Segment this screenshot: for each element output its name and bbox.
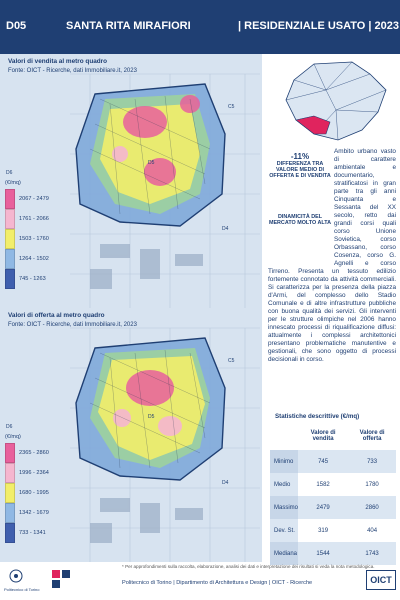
district-name: SANTA RITA MIRAFIORI: [66, 20, 191, 32]
description-text: Ambito urbano vasto di caratte­re ambien…: [268, 148, 396, 363]
legend-swatch: [5, 189, 15, 209]
polito-name: Politecnico di Torino: [4, 587, 40, 592]
district-description: Ambito urbano vasto di caratte­re ambien…: [268, 148, 396, 364]
legend-swatch: [5, 249, 15, 269]
legend-item: 1996 - 2364: [5, 463, 73, 483]
offer-value: 404: [367, 527, 378, 534]
table-row: Dev. St. 319 404: [270, 519, 396, 542]
legend-swatch: [5, 443, 15, 463]
district-code: D05: [6, 20, 27, 32]
legend-label: 1264 - 1502: [19, 256, 49, 262]
offer-heatmap: [0, 308, 262, 562]
dad-logo: [52, 570, 70, 588]
oict-logo: OICT: [366, 570, 396, 590]
offer-value: 1743: [348, 542, 396, 565]
sale-value: 745: [298, 450, 349, 473]
legend-swatch: [5, 269, 15, 289]
legend-label: 1342 - 1679: [19, 510, 49, 516]
legend-item: 1264 - 1502: [5, 249, 73, 269]
table-header-sale: Valore di vendita: [310, 430, 336, 442]
legend-label: 1680 - 1995: [19, 490, 49, 496]
sale-heatmap: [0, 54, 262, 308]
legend-unit: (€/mq): [5, 180, 21, 186]
zone-tag: D6: [6, 170, 13, 176]
table-row: Medio 1582 1780: [270, 473, 396, 496]
table-header-row: Valore di vendita Valore di offerta: [270, 422, 396, 450]
legend: (€/mq) 2067 - 2479 1761 - 2066 1503 - 17…: [5, 180, 73, 289]
footer-note: * Per approfondimenti sulla raccolta, el…: [122, 564, 375, 569]
difference-percent: -11%: [290, 152, 310, 161]
offer-value-map: Valori di offerta al metro quadro Fonte:…: [0, 308, 262, 562]
legend-swatch: [5, 209, 15, 229]
zone-tag: D4: [222, 226, 229, 232]
legend-label: 745 - 1263: [19, 276, 46, 282]
difference-label: DIFFERENZA TRA VALORE MEDIO DI OFFERTA E…: [269, 161, 331, 179]
sale-value: 319: [318, 527, 329, 534]
legend-swatch: [5, 483, 15, 503]
polito-logo: [9, 569, 23, 583]
legend-item: 1761 - 2066: [5, 209, 73, 229]
legend-label: 733 - 1341: [19, 530, 46, 536]
market-dynamics: DINAMICITÀ DEL MERCATO MOLTO ALTA: [268, 214, 332, 226]
table-header-empty: [270, 422, 298, 450]
sale-value: 1544: [298, 542, 349, 565]
map-source: Fonte: OICT - Ricerche, dati Immobiliare…: [8, 68, 137, 74]
offer-value: 1780: [365, 481, 379, 488]
zone-tag: D4: [222, 480, 229, 486]
legend-swatch: [5, 229, 15, 249]
page-header: D05 SANTA RITA MIRAFIORI | RESIDENZIALE …: [0, 0, 400, 54]
legend-label: 2365 - 2860: [19, 450, 49, 456]
legend-item: 2067 - 2479: [5, 189, 73, 209]
map-title: Valori di vendita al metro quadro: [8, 58, 108, 65]
legend-item: 1680 - 1995: [5, 483, 73, 503]
zone-tag: C5: [228, 358, 235, 364]
legend-label: 2067 - 2479: [19, 196, 49, 202]
legend-label: 1503 - 1760: [19, 236, 49, 242]
report-type: | RESIDENZIALE USATO | 2023: [238, 20, 400, 32]
table-row: Mediana 1544 1743: [270, 542, 396, 565]
legend-label: 1761 - 2066: [19, 216, 49, 222]
sale-value-map: Valori di vendita al metro quadro Fonte:…: [0, 54, 262, 308]
legend-item: 1503 - 1760: [5, 229, 73, 249]
row-label: Mediana: [270, 542, 299, 565]
row-label: Minimo: [270, 450, 299, 473]
map-title: Valori di offerta al metro quadro: [8, 312, 105, 319]
legend-swatch: [5, 463, 15, 483]
offer-value: 2860: [348, 496, 396, 519]
zone-tag: C5: [228, 104, 235, 110]
zone-tag: D5: [148, 414, 155, 420]
legend: (€/mq) 2365 - 2860 1996 - 2364 1680 - 19…: [5, 434, 73, 543]
stats-table: Valore di vendita Valore di offerta Mini…: [270, 422, 396, 565]
legend-item: 745 - 1263: [5, 269, 73, 289]
city-locator-map: [285, 61, 387, 141]
row-label: Massimo: [270, 496, 299, 519]
map-source: Fonte: OICT - Ricerche, dati Immobiliare…: [8, 322, 137, 328]
table-row: Minimo 745 733: [270, 450, 396, 473]
price-difference: -11% DIFFERENZA TRA VALORE MEDIO DI OFFE…: [268, 152, 332, 179]
zone-tag: D5: [148, 160, 155, 166]
legend-label: 1996 - 2364: [19, 470, 49, 476]
offer-value: 733: [348, 450, 396, 473]
legend-item: 2365 - 2860: [5, 443, 73, 463]
footer-credits: Politecnico di Torino | Dipartimento di …: [122, 580, 313, 586]
row-label: Medio: [270, 473, 299, 496]
legend-item: 733 - 1341: [5, 523, 73, 543]
legend-swatch: [5, 503, 15, 523]
table-header-offer: Valore di offerta: [359, 430, 385, 442]
zone-tag: D6: [6, 424, 13, 430]
legend-unit: (€/mq): [5, 434, 21, 440]
sale-value: 1582: [316, 481, 330, 488]
legend-swatch: [5, 523, 15, 543]
legend-item: 1342 - 1679: [5, 503, 73, 523]
row-label: Dev. St.: [270, 519, 299, 542]
stats-title: Statistiche descrittive (€/mq): [275, 413, 360, 420]
sale-value: 2479: [298, 496, 349, 519]
table-row: Massimo 2479 2860: [270, 496, 396, 519]
